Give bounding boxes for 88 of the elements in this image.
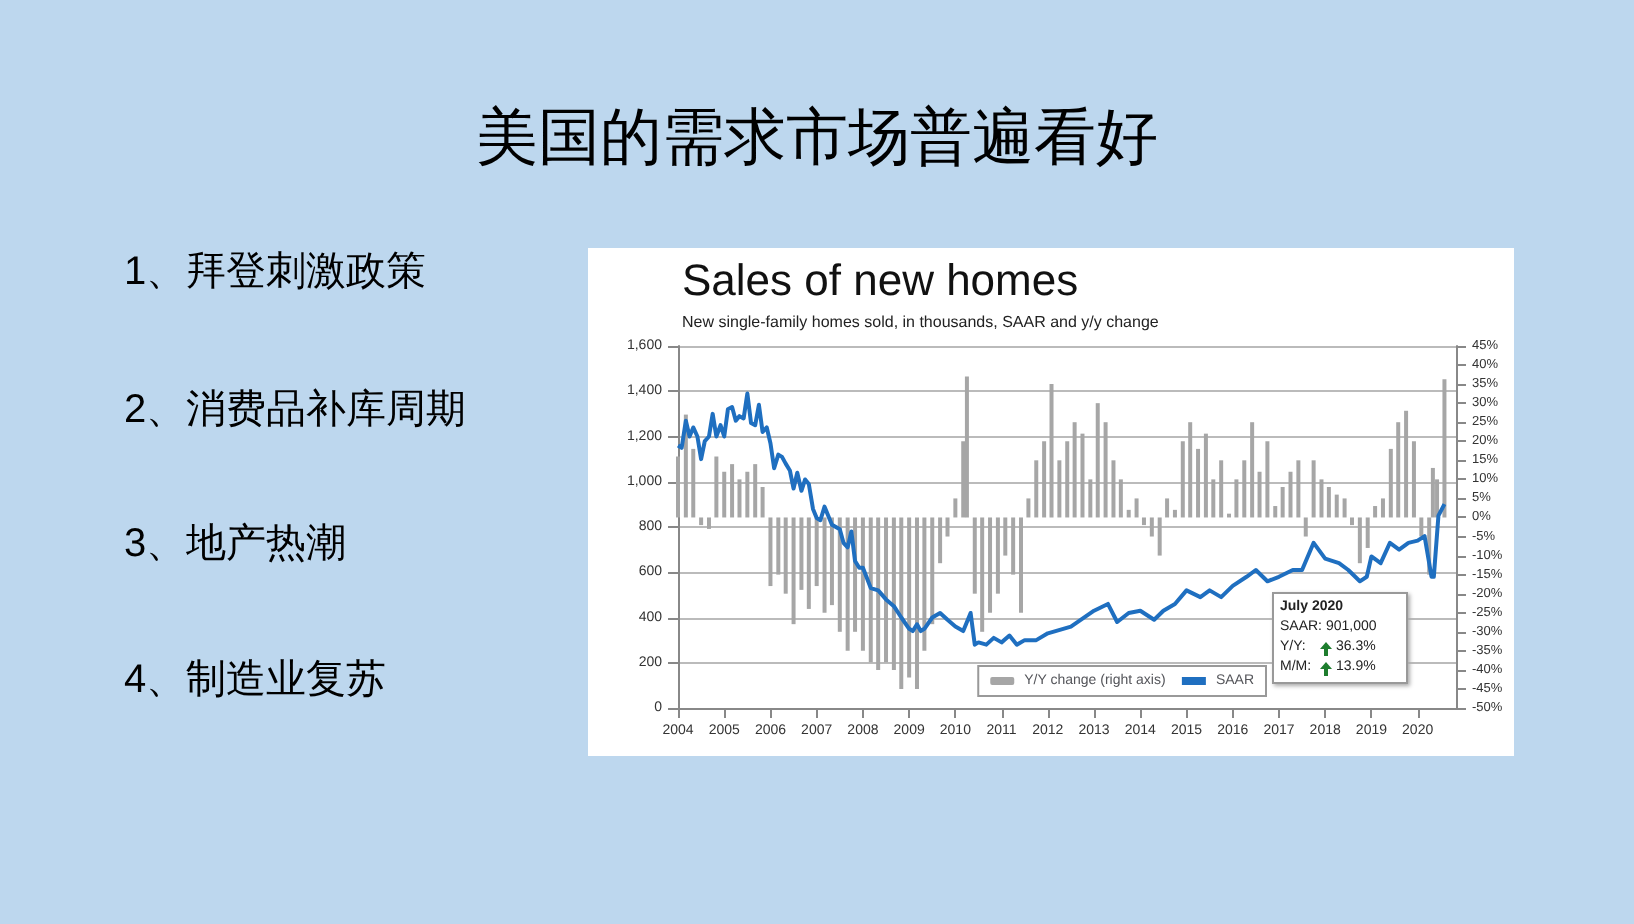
bar	[995, 517, 1000, 594]
bar	[1430, 467, 1435, 518]
bar	[899, 517, 904, 689]
bar	[1065, 441, 1070, 518]
bar	[1280, 486, 1285, 518]
bar	[1134, 498, 1139, 518]
bar	[1196, 448, 1201, 518]
bar	[730, 464, 735, 518]
text: 1、拜登刺激政策	[124, 248, 427, 298]
bar	[938, 517, 943, 564]
bar	[822, 517, 827, 613]
bar	[706, 517, 711, 529]
bar	[1357, 517, 1362, 564]
bar	[1095, 403, 1100, 518]
bar	[1234, 479, 1239, 518]
bar	[953, 498, 958, 518]
bar	[745, 471, 750, 518]
bar	[1049, 384, 1054, 518]
bar	[1442, 379, 1447, 518]
bar	[1242, 460, 1247, 518]
bar	[1404, 410, 1409, 518]
bar	[1365, 517, 1370, 548]
bar	[768, 517, 773, 587]
text: 3、地产热潮	[124, 520, 347, 570]
bar	[1265, 441, 1270, 518]
bar	[945, 517, 950, 537]
bar	[1141, 517, 1146, 526]
bar	[1011, 517, 1016, 575]
bar	[1188, 422, 1193, 518]
bar	[1103, 422, 1108, 518]
bar	[1411, 441, 1416, 518]
bar	[1250, 422, 1255, 518]
bar	[837, 517, 842, 632]
bar	[1219, 460, 1224, 518]
bar	[676, 456, 680, 518]
text: 2、消费品补库周期	[124, 386, 467, 436]
bar	[1203, 433, 1208, 518]
bar	[1149, 517, 1154, 537]
bar	[1373, 506, 1378, 518]
bar	[1165, 498, 1170, 518]
bar	[1296, 460, 1301, 518]
bar	[699, 517, 704, 526]
bar	[860, 517, 865, 651]
bar	[1326, 486, 1331, 518]
bar	[753, 464, 758, 518]
bar	[806, 517, 811, 609]
bar	[1349, 517, 1354, 526]
bar	[988, 517, 993, 613]
bar	[907, 517, 912, 678]
bar	[1034, 460, 1039, 518]
bar	[783, 517, 788, 594]
line-series	[676, 391, 1447, 647]
chart-subtitle: New single-family homes sold, in thousands, SAAR and y/y change	[682, 313, 1160, 331]
bar	[714, 456, 719, 518]
text: 美国的需求市场普遍看好	[474, 100, 1160, 176]
bar	[814, 517, 819, 587]
bar	[1303, 517, 1308, 537]
bar	[1088, 479, 1093, 518]
bar	[845, 517, 850, 651]
bar	[1118, 479, 1123, 518]
bar	[1157, 517, 1162, 556]
bar	[760, 486, 765, 518]
bar	[964, 376, 969, 518]
bar	[914, 517, 919, 689]
bar	[980, 517, 985, 632]
chart-title: Sales of new homes	[682, 255, 1079, 305]
bar	[1311, 460, 1316, 518]
bar	[776, 517, 781, 575]
bar	[1026, 498, 1031, 518]
bar	[1019, 517, 1023, 613]
bar	[1042, 441, 1047, 518]
text: 4、制造业复苏	[124, 656, 387, 706]
bar	[1126, 509, 1131, 518]
bar	[1172, 509, 1177, 518]
bar	[722, 471, 727, 518]
bar	[1380, 498, 1385, 518]
bar	[1072, 422, 1077, 518]
bar	[930, 517, 935, 625]
bar	[791, 517, 796, 625]
bar	[829, 517, 834, 606]
bar	[868, 517, 873, 663]
bar	[1334, 494, 1339, 518]
bar	[884, 517, 889, 663]
bar	[1396, 422, 1401, 518]
bar	[1342, 498, 1347, 518]
bar	[876, 517, 881, 670]
bar	[1419, 517, 1424, 537]
bar	[1273, 506, 1278, 518]
